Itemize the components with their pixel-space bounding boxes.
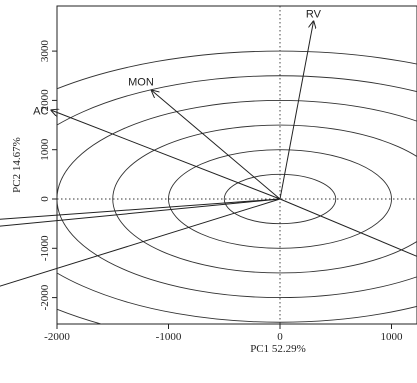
x-tick-label: 1000 [381,331,404,343]
y-axis-ticks: -2000 -1000 0 1000 2000 3000 [39,40,57,310]
vector-label-mon: MON [128,77,154,89]
vector-label-rv: RV [306,9,322,21]
y-tick-label: 1000 [39,138,51,161]
y-tick-label: 3000 [39,40,51,63]
vector-ac [51,110,281,200]
plot-frame [56,5,417,325]
vector-vil [0,198,281,227]
y-tick-label: -2000 [39,284,51,310]
y-tick-label: 2000 [39,89,51,112]
reference-lines [57,6,417,324]
vector-sl [0,198,281,287]
x-tick-label: 0 [277,331,283,343]
circle-4 [57,99,417,299]
vector-gua [0,198,281,220]
vector-mon [152,91,281,200]
vector-te [279,198,417,257]
vector-label-ac: AC [33,105,48,117]
x-axis-label: PC1 52.29% [250,343,306,355]
x-tick-label: -2000 [44,331,70,343]
y-tick-label: 0 [39,196,51,202]
loading-vectors: RVMONACGUAVILSLTE [0,9,417,287]
y-axis-label: PC2 14.67% [11,137,23,193]
circle-2 [168,149,392,249]
y-tick-label: -1000 [39,235,51,261]
circle-3 [112,124,417,274]
vector-rv [279,22,313,200]
x-tick-label: -1000 [156,331,182,343]
